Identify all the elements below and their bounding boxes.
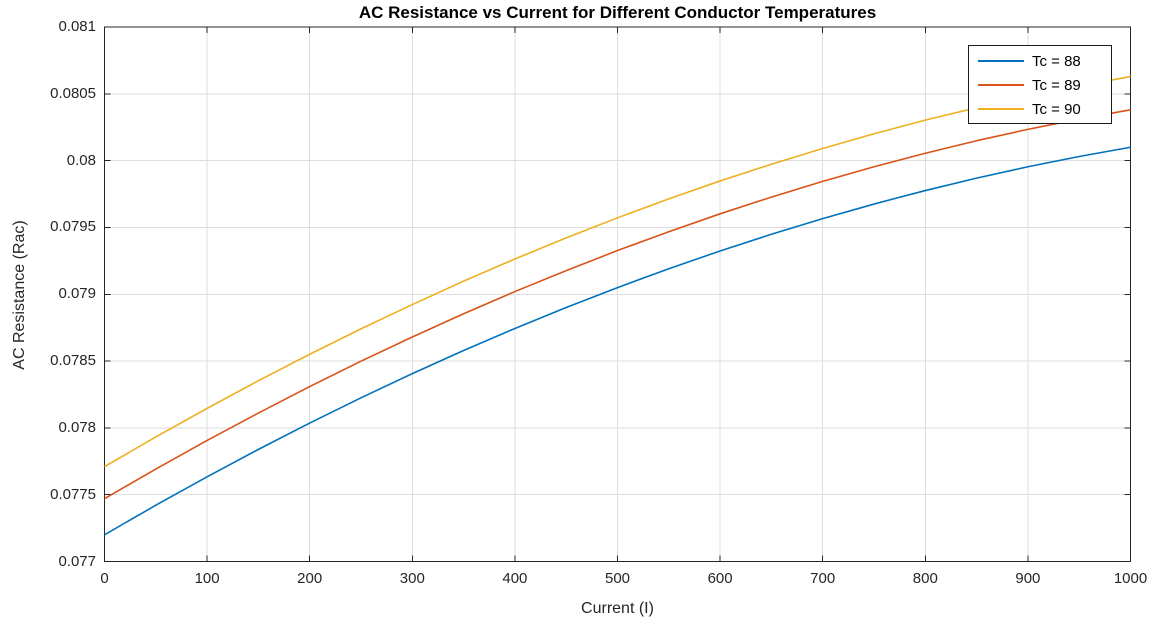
legend-line-sample: [978, 60, 1024, 62]
legend-label: Tc = 90: [1032, 100, 1081, 118]
y-tick-label: 0.0805: [50, 84, 96, 102]
y-tick-label: 0.0775: [50, 485, 96, 503]
x-tick-label: 500: [604, 570, 631, 587]
y-tick-label: 0.0785: [50, 352, 96, 370]
y-tick-label: 0.078: [58, 418, 96, 436]
legend: Tc = 88 Tc = 89 Tc = 90: [968, 45, 1112, 124]
x-tick-label: 100: [194, 570, 220, 587]
series-line-tc-90: [104, 75, 1131, 468]
series-line-tc-88: [104, 146, 1131, 536]
y-tick-label: 0.081: [58, 18, 96, 35]
legend-label: Tc = 88: [1032, 52, 1081, 70]
legend-entry: Tc = 89: [969, 73, 1111, 97]
legend-entry: Tc = 88: [969, 49, 1111, 73]
x-tick-label: 200: [297, 570, 323, 587]
legend-entry: Tc = 90: [969, 97, 1111, 121]
x-tick-label: 400: [502, 570, 528, 587]
y-tick-label: 0.079: [58, 285, 96, 303]
y-tick-label: 0.08: [66, 151, 96, 169]
y-tick-label: 0.0795: [50, 218, 96, 236]
y-tick-label: 0.077: [58, 552, 96, 570]
x-tick-label: 800: [912, 570, 938, 587]
y-axis-label: AC Resistance (Rac): [11, 220, 28, 370]
x-axis-label: Current (I): [581, 600, 654, 617]
x-tick-label: 0: [100, 570, 109, 587]
legend-line-sample: [978, 108, 1024, 110]
x-tick-label: 300: [399, 570, 425, 587]
series-line-tc-89: [104, 109, 1131, 500]
legend-line-sample: [978, 84, 1024, 86]
x-tick-label: 1000: [1113, 570, 1148, 587]
x-tick-label: 600: [707, 570, 733, 587]
legend-label: Tc = 89: [1032, 76, 1081, 94]
x-tick-label: 900: [1015, 570, 1041, 587]
chart-title: AC Resistance vs Current for Different C…: [358, 3, 877, 22]
x-tick-label: 700: [810, 570, 836, 587]
